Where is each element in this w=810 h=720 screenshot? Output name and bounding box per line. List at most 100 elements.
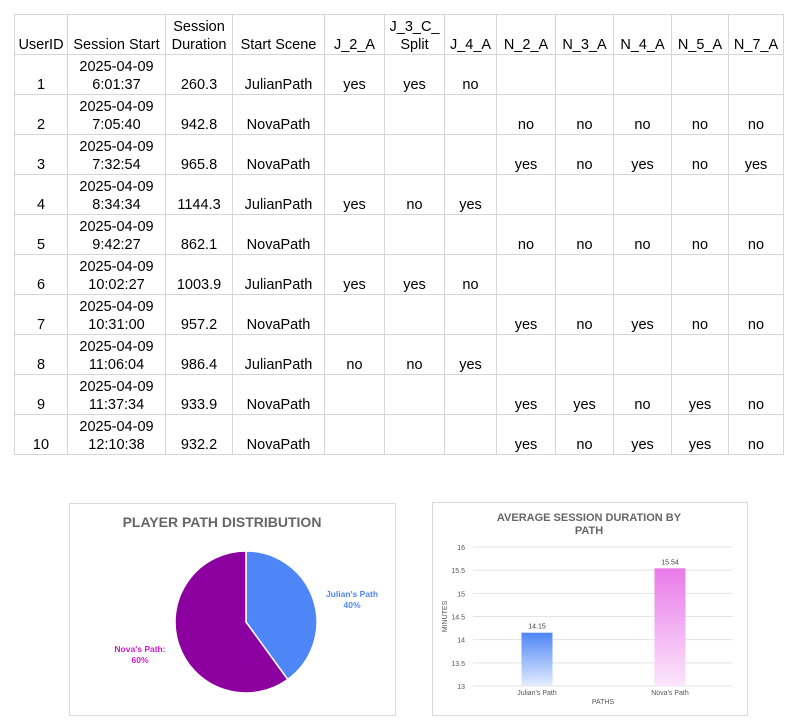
start-scene-cell[interactable]: NovaPath: [232, 374, 325, 415]
choice-cell[interactable]: no: [496, 94, 556, 135]
choice-cell[interactable]: yes: [444, 334, 497, 375]
session-start-cell[interactable]: 2025-04-09 10:02:27: [67, 254, 166, 295]
choice-cell[interactable]: yes: [384, 54, 445, 95]
choice-cell[interactable]: yes: [444, 174, 497, 215]
start-scene-cell[interactable]: JulianPath: [232, 174, 325, 215]
session-start-cell[interactable]: 2025-04-09 6:01:37: [67, 54, 166, 95]
choice-cell[interactable]: [496, 174, 556, 215]
choice-cell[interactable]: [728, 254, 784, 295]
start-scene-cell[interactable]: NovaPath: [232, 94, 325, 135]
start-scene-cell[interactable]: NovaPath: [232, 134, 325, 175]
session-duration-cell[interactable]: 1144.3: [165, 174, 233, 215]
choice-cell[interactable]: no: [555, 214, 614, 255]
choice-cell[interactable]: no: [671, 134, 729, 175]
choice-cell[interactable]: no: [613, 94, 672, 135]
start-scene-cell[interactable]: JulianPath: [232, 254, 325, 295]
start-scene-cell[interactable]: NovaPath: [232, 214, 325, 255]
choice-cell[interactable]: yes: [496, 294, 556, 335]
choice-cell[interactable]: [555, 54, 614, 95]
choice-cell[interactable]: [555, 254, 614, 295]
choice-cell[interactable]: no: [728, 414, 784, 455]
user-id-cell[interactable]: 1: [14, 54, 68, 95]
choice-cell[interactable]: [384, 214, 445, 255]
choice-cell[interactable]: yes: [324, 174, 385, 215]
user-id-cell[interactable]: 4: [14, 174, 68, 215]
session-start-cell[interactable]: 2025-04-09 7:05:40: [67, 94, 166, 135]
choice-cell[interactable]: [496, 54, 556, 95]
choice-cell[interactable]: no: [671, 294, 729, 335]
choice-cell[interactable]: no: [444, 54, 497, 95]
choice-cell[interactable]: [384, 134, 445, 175]
choice-cell[interactable]: no: [496, 214, 556, 255]
choice-cell[interactable]: yes: [728, 134, 784, 175]
choice-cell[interactable]: yes: [671, 374, 729, 415]
choice-cell[interactable]: [496, 254, 556, 295]
start-scene-cell[interactable]: JulianPath: [232, 54, 325, 95]
choice-cell[interactable]: no: [555, 294, 614, 335]
session-start-cell[interactable]: 2025-04-09 8:34:34: [67, 174, 166, 215]
session-start-cell[interactable]: 2025-04-09 10:31:00: [67, 294, 166, 335]
choice-cell[interactable]: yes: [324, 54, 385, 95]
user-id-cell[interactable]: 5: [14, 214, 68, 255]
session-start-cell[interactable]: 2025-04-09 11:06:04: [67, 334, 166, 375]
choice-cell[interactable]: [728, 334, 784, 375]
choice-cell[interactable]: [671, 174, 729, 215]
choice-cell[interactable]: no: [555, 414, 614, 455]
choice-cell[interactable]: yes: [324, 254, 385, 295]
choice-cell[interactable]: no: [324, 334, 385, 375]
user-id-cell[interactable]: 8: [14, 334, 68, 375]
choice-cell[interactable]: [671, 254, 729, 295]
choice-cell[interactable]: [613, 54, 672, 95]
choice-cell[interactable]: no: [444, 254, 497, 295]
session-duration-cell[interactable]: 965.8: [165, 134, 233, 175]
start-scene-cell[interactable]: NovaPath: [232, 414, 325, 455]
session-duration-cell[interactable]: 942.8: [165, 94, 233, 135]
choice-cell[interactable]: [555, 334, 614, 375]
choice-cell[interactable]: no: [384, 174, 445, 215]
session-duration-cell[interactable]: 1003.9: [165, 254, 233, 295]
choice-cell[interactable]: no: [728, 374, 784, 415]
choice-cell[interactable]: [613, 334, 672, 375]
choice-cell[interactable]: [444, 374, 497, 415]
choice-cell[interactable]: [671, 334, 729, 375]
session-duration-cell[interactable]: 260.3: [165, 54, 233, 95]
choice-cell[interactable]: [496, 334, 556, 375]
choice-cell[interactable]: no: [728, 294, 784, 335]
choice-cell[interactable]: yes: [613, 134, 672, 175]
start-scene-cell[interactable]: JulianPath: [232, 334, 325, 375]
choice-cell[interactable]: no: [728, 214, 784, 255]
choice-cell[interactable]: no: [613, 374, 672, 415]
choice-cell[interactable]: yes: [496, 414, 556, 455]
choice-cell[interactable]: [384, 294, 445, 335]
choice-cell[interactable]: yes: [555, 374, 614, 415]
choice-cell[interactable]: [444, 294, 497, 335]
user-id-cell[interactable]: 6: [14, 254, 68, 295]
session-start-cell[interactable]: 2025-04-09 9:42:27: [67, 214, 166, 255]
choice-cell[interactable]: yes: [613, 414, 672, 455]
choice-cell[interactable]: yes: [496, 374, 556, 415]
choice-cell[interactable]: [444, 414, 497, 455]
choice-cell[interactable]: no: [555, 134, 614, 175]
session-duration-cell[interactable]: 862.1: [165, 214, 233, 255]
start-scene-cell[interactable]: NovaPath: [232, 294, 325, 335]
choice-cell[interactable]: [324, 414, 385, 455]
choice-cell[interactable]: [613, 174, 672, 215]
choice-cell[interactable]: [728, 174, 784, 215]
session-start-cell[interactable]: 2025-04-09 7:32:54: [67, 134, 166, 175]
choice-cell[interactable]: [444, 134, 497, 175]
choice-cell[interactable]: [324, 374, 385, 415]
choice-cell[interactable]: [671, 54, 729, 95]
choice-cell[interactable]: no: [671, 94, 729, 135]
choice-cell[interactable]: [613, 254, 672, 295]
choice-cell[interactable]: [324, 294, 385, 335]
choice-cell[interactable]: yes: [384, 254, 445, 295]
choice-cell[interactable]: [324, 214, 385, 255]
choice-cell[interactable]: [444, 94, 497, 135]
choice-cell[interactable]: yes: [496, 134, 556, 175]
choice-cell[interactable]: [555, 174, 614, 215]
user-id-cell[interactable]: 3: [14, 134, 68, 175]
choice-cell[interactable]: no: [384, 334, 445, 375]
choice-cell[interactable]: [324, 94, 385, 135]
choice-cell[interactable]: no: [613, 214, 672, 255]
choice-cell[interactable]: [728, 54, 784, 95]
